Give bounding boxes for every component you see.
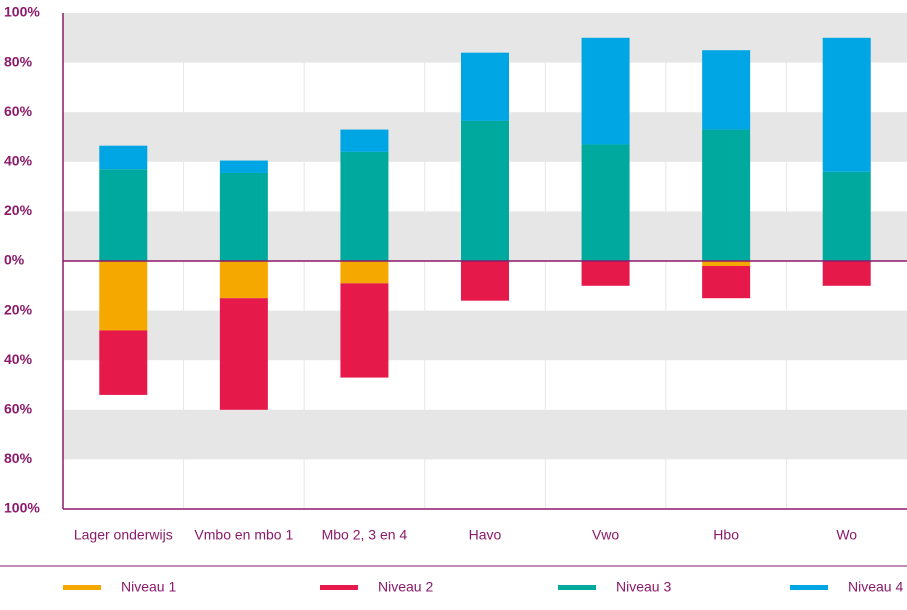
x-tick-label: Vmbo en mbo 1 (194, 527, 293, 543)
bar-segment (461, 52, 509, 121)
legend-swatch (558, 585, 596, 590)
legend-swatch (790, 585, 828, 590)
bar-segment (99, 261, 148, 331)
y-tick-label: 20% (4, 202, 33, 218)
x-tick-label: Wo (836, 527, 857, 543)
legend-swatch (320, 585, 358, 590)
x-tick-label: Havo (469, 527, 502, 543)
bar-segment (219, 298, 268, 410)
grid-band (63, 409, 907, 460)
y-tick-label: 100% (4, 4, 40, 20)
legend-label: Niveau 3 (616, 579, 671, 595)
bar-segment (822, 261, 871, 286)
y-tick-label: 20% (4, 301, 33, 317)
bar-segment (702, 261, 751, 266)
bar-segment (581, 261, 630, 286)
y-tick-label: 60% (4, 103, 33, 119)
bar-segment (99, 330, 148, 395)
y-tick-label: 60% (4, 401, 33, 417)
y-tick-label: 40% (4, 153, 33, 169)
bar-segment (340, 261, 389, 284)
bar-segment (99, 169, 148, 261)
y-tick-label: 80% (4, 53, 33, 69)
bar-segment (340, 129, 389, 152)
bar-segment (702, 129, 751, 261)
y-tick-label: 40% (4, 351, 33, 367)
x-tick-label: Hbo (713, 527, 739, 543)
bar-segment (581, 37, 630, 145)
legend-swatch (63, 585, 101, 590)
bar-segment (822, 37, 871, 172)
bar-segment (340, 151, 389, 261)
bar-segment (702, 50, 751, 130)
bar-segment (219, 261, 268, 299)
y-tick-label: 0% (4, 252, 25, 268)
bar-segment (219, 160, 268, 173)
y-tick-label: 100% (4, 500, 40, 516)
x-tick-label: Lager onderwijs (74, 527, 173, 543)
grid-band (63, 310, 907, 361)
bar-segment (461, 120, 509, 261)
x-tick-label: Vwo (592, 527, 619, 543)
bar-segment (99, 145, 148, 170)
x-tick-label: Mbo 2, 3 en 4 (322, 527, 408, 543)
legend-label: Niveau 2 (378, 579, 433, 595)
y-tick-label: 80% (4, 450, 33, 466)
legend-label: Niveau 1 (121, 579, 176, 595)
bar-segment (822, 171, 871, 261)
bar-segment (340, 283, 389, 378)
bar-segment (219, 172, 268, 261)
bar-segment (702, 265, 751, 299)
bar-segment (461, 261, 509, 301)
legend-label: Niveau 4 (848, 579, 903, 595)
bar-segment (581, 144, 630, 261)
